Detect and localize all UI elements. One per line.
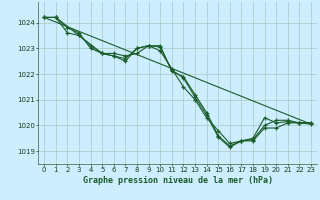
X-axis label: Graphe pression niveau de la mer (hPa): Graphe pression niveau de la mer (hPa) [83,176,273,185]
